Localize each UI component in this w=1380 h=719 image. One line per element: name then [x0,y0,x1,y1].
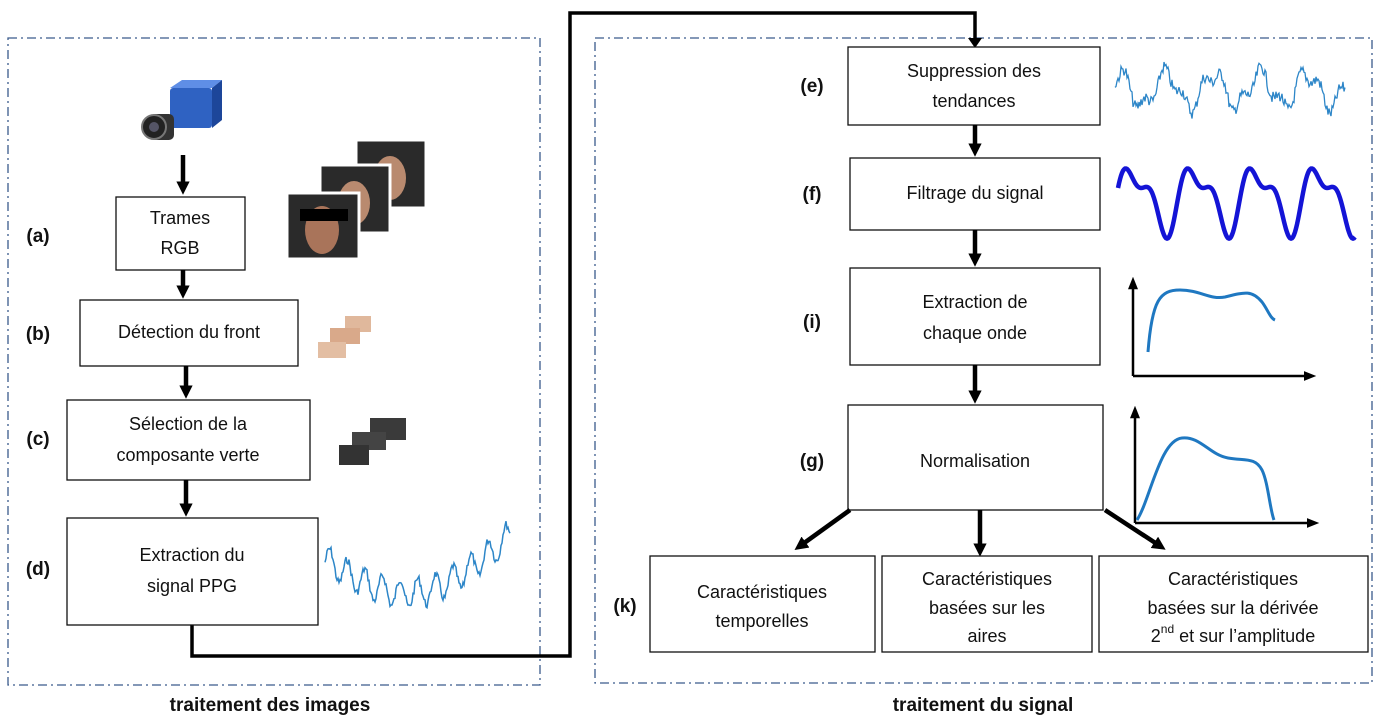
step-box [849,267,1101,366]
feature-text: basées sur la dérivée [1147,598,1318,618]
feature-text: 2nd et sur l’amplitude [1151,622,1315,646]
ppg-signal [324,521,511,610]
step-box [66,399,311,481]
panel-images [7,37,541,686]
feature-box [649,555,876,653]
step-text: chaque onde [923,323,1027,343]
step-text: tendances [932,91,1015,111]
wave-chart [1128,276,1317,381]
step-label: (k) [613,596,636,617]
step-text: composante verte [116,445,259,465]
step-text: Détection du front [118,322,260,342]
step-text: RGB [160,238,199,258]
step-text: Extraction de [922,292,1027,312]
step-label: (a) [26,226,49,247]
step-box [847,46,1101,126]
camera-icon [141,80,222,140]
forehead-roi [318,316,371,358]
step-text: signal PPG [147,576,237,596]
step-text: Sélection de la [129,414,248,434]
step-box [847,404,1104,511]
green-roi [339,418,406,465]
step-box [79,299,299,367]
panel-signal [594,37,1373,684]
step-box [66,517,319,626]
step-label: (b) [26,324,50,345]
feature-box [1098,555,1369,653]
feature-text: 2 [1151,626,1161,646]
step-label: (c) [26,429,49,450]
arrow [794,508,852,550]
detrended-signal [1114,61,1346,119]
feature-text: Caractéristiques [697,582,827,602]
feature-text: basées sur les [929,598,1045,618]
feature-text: Caractéristiques [922,569,1052,589]
step-box [115,196,246,271]
connector [190,11,977,658]
step-label: (g) [800,451,824,472]
face-frames [285,138,428,261]
feature-text: Caractéristiques [1168,569,1298,589]
step-text: Trames [150,208,210,228]
step-text: Filtrage du signal [906,183,1043,203]
arrow [1103,508,1166,550]
panel-caption: traitement du signal [893,695,1074,716]
feature-box [881,555,1093,653]
feature-text: temporelles [715,611,808,631]
step-label: (f) [803,184,822,205]
feature-text: aires [967,626,1006,646]
step-text: Normalisation [920,451,1030,471]
step-label: (i) [803,312,821,333]
feature-sup: nd [1161,622,1174,636]
filtered-signal [1115,166,1357,242]
normalised-chart [1130,405,1320,528]
step-text: Suppression des [907,61,1041,81]
connector-head [968,38,982,48]
step-label: (d) [26,559,50,580]
panel-caption: traitement des images [170,695,371,716]
step-text: Extraction du [139,545,244,565]
step-label: (e) [800,76,823,97]
feature-text: et sur l’amplitude [1174,626,1315,646]
